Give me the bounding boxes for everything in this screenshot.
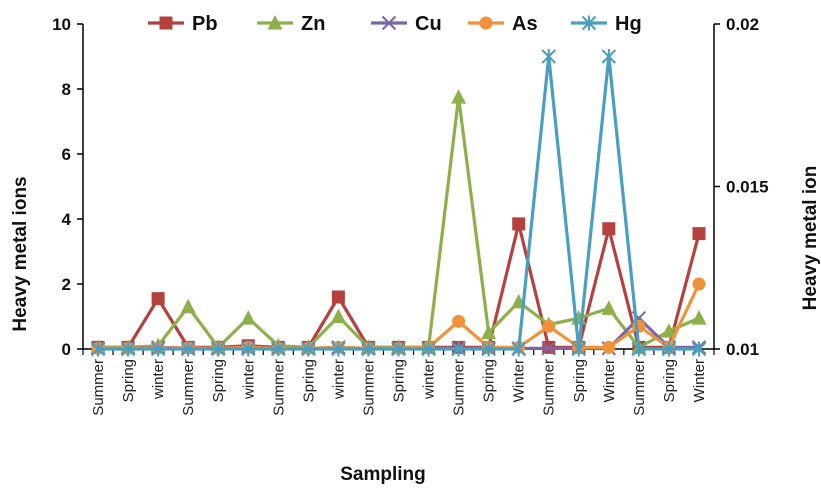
data-point (240, 310, 256, 325)
data-point (479, 16, 493, 30)
data-point (481, 341, 496, 357)
legend-item-pb: Pb (148, 13, 218, 35)
x-tick-label: winter (150, 359, 167, 400)
data-point (481, 324, 497, 340)
series-zn (90, 89, 707, 354)
data-point (241, 341, 256, 357)
x-tick-label: Summer (360, 359, 377, 416)
x-tick-label: Spring (481, 359, 498, 402)
data-point (601, 300, 617, 315)
data-point (271, 341, 286, 357)
legend-label: As (512, 13, 538, 35)
data-point (511, 341, 526, 357)
x-tick-label: Spring (571, 359, 588, 402)
data-point (331, 341, 346, 357)
legend-label: Zn (301, 13, 325, 35)
series-line (98, 222, 701, 349)
data-point (691, 341, 707, 357)
legend-label: Cu (415, 13, 442, 35)
data-point (180, 341, 196, 357)
data-point (381, 15, 397, 31)
x-tick-label: Spring (661, 359, 678, 402)
y-tick-label: 6 (62, 145, 71, 164)
x-tick-label: Summer (270, 359, 287, 416)
data-point (267, 15, 283, 30)
y-tick-label: 2 (62, 275, 71, 294)
y-tick-labels: 0 2 4 6 8 10 (52, 15, 71, 359)
data-point (361, 341, 376, 357)
x-tick-label: Spring (120, 359, 137, 402)
data-point (692, 277, 706, 291)
legend-item-as: As (468, 13, 538, 35)
data-point (180, 298, 196, 314)
x-tick-label: Winter (601, 359, 618, 402)
x-tick-label: Spring (210, 359, 227, 402)
x-tick-labels: Summer Spring winter Summer Spring winter Summ… (90, 359, 708, 416)
y-right-tick-label: 0.02 (726, 15, 759, 34)
x-tick-label: Spring (391, 359, 408, 402)
x-tick-label: winter (240, 359, 257, 400)
series-line (98, 283, 701, 350)
data-point (159, 16, 173, 30)
series-hg (90, 49, 707, 357)
data-point (150, 341, 166, 357)
x-axis-title: Sampling (340, 464, 426, 485)
x-tick-label: winter (330, 359, 347, 400)
data-point (330, 308, 346, 323)
x-tick-label: Summer (631, 359, 648, 416)
data-point (661, 323, 677, 338)
x-tick-label: Summer (451, 359, 468, 416)
data-point (451, 341, 466, 357)
data-point (541, 341, 556, 356)
data-point (451, 89, 467, 104)
legend-item-cu: Cu (371, 13, 442, 35)
data-point (452, 314, 466, 328)
y-tick-label: 10 (52, 15, 71, 34)
x-tick-label: Summer (180, 359, 197, 416)
data-point (90, 341, 106, 357)
data-point (211, 341, 226, 357)
data-point (632, 319, 646, 333)
data-point (301, 341, 316, 357)
x-tick-label: Winter (511, 359, 528, 402)
data-point (421, 341, 436, 357)
legend-label: Hg (615, 13, 642, 35)
y-right-tick-label: 0.01 (726, 340, 759, 359)
data-point (151, 292, 165, 306)
data-point (602, 340, 616, 354)
data-point (581, 15, 597, 31)
data-point (692, 227, 706, 241)
data-point (331, 290, 345, 304)
data-point (571, 341, 586, 357)
y-right-axis-title: Heavy metal ion (800, 166, 821, 311)
data-point (391, 341, 406, 357)
legend-label: Pb (192, 13, 218, 35)
data-point (601, 49, 617, 64)
x-tick-label: Summer (541, 359, 558, 416)
x-tick-label: Spring (300, 359, 317, 402)
y-right-tick-label: 0.015 (726, 178, 769, 197)
legend-item-hg: Hg (571, 13, 642, 35)
data-point (120, 341, 136, 357)
series-pb (91, 217, 706, 354)
legend-item-zn: Zn (257, 13, 325, 35)
data-point (542, 319, 556, 333)
x-tick-label: Summer (90, 359, 107, 416)
y-tick-label: 8 (62, 80, 71, 99)
y-axis-title: Heavy metal ions (10, 176, 31, 331)
data-point (661, 341, 677, 357)
data-point (691, 310, 707, 325)
y-tick-label: 4 (62, 210, 72, 229)
data-point (631, 341, 647, 357)
x-tick-label: Winter (691, 359, 708, 402)
data-point (512, 217, 526, 231)
data-point (602, 222, 616, 236)
data-point (541, 49, 556, 64)
series-lines (90, 49, 707, 357)
y-right-tick-labels: 0.01 0.015 0.02 (726, 15, 769, 359)
y-tick-label: 0 (62, 340, 71, 359)
x-tick-label: winter (421, 359, 438, 400)
legend: Pb Zn Cu As Hg (148, 13, 642, 35)
